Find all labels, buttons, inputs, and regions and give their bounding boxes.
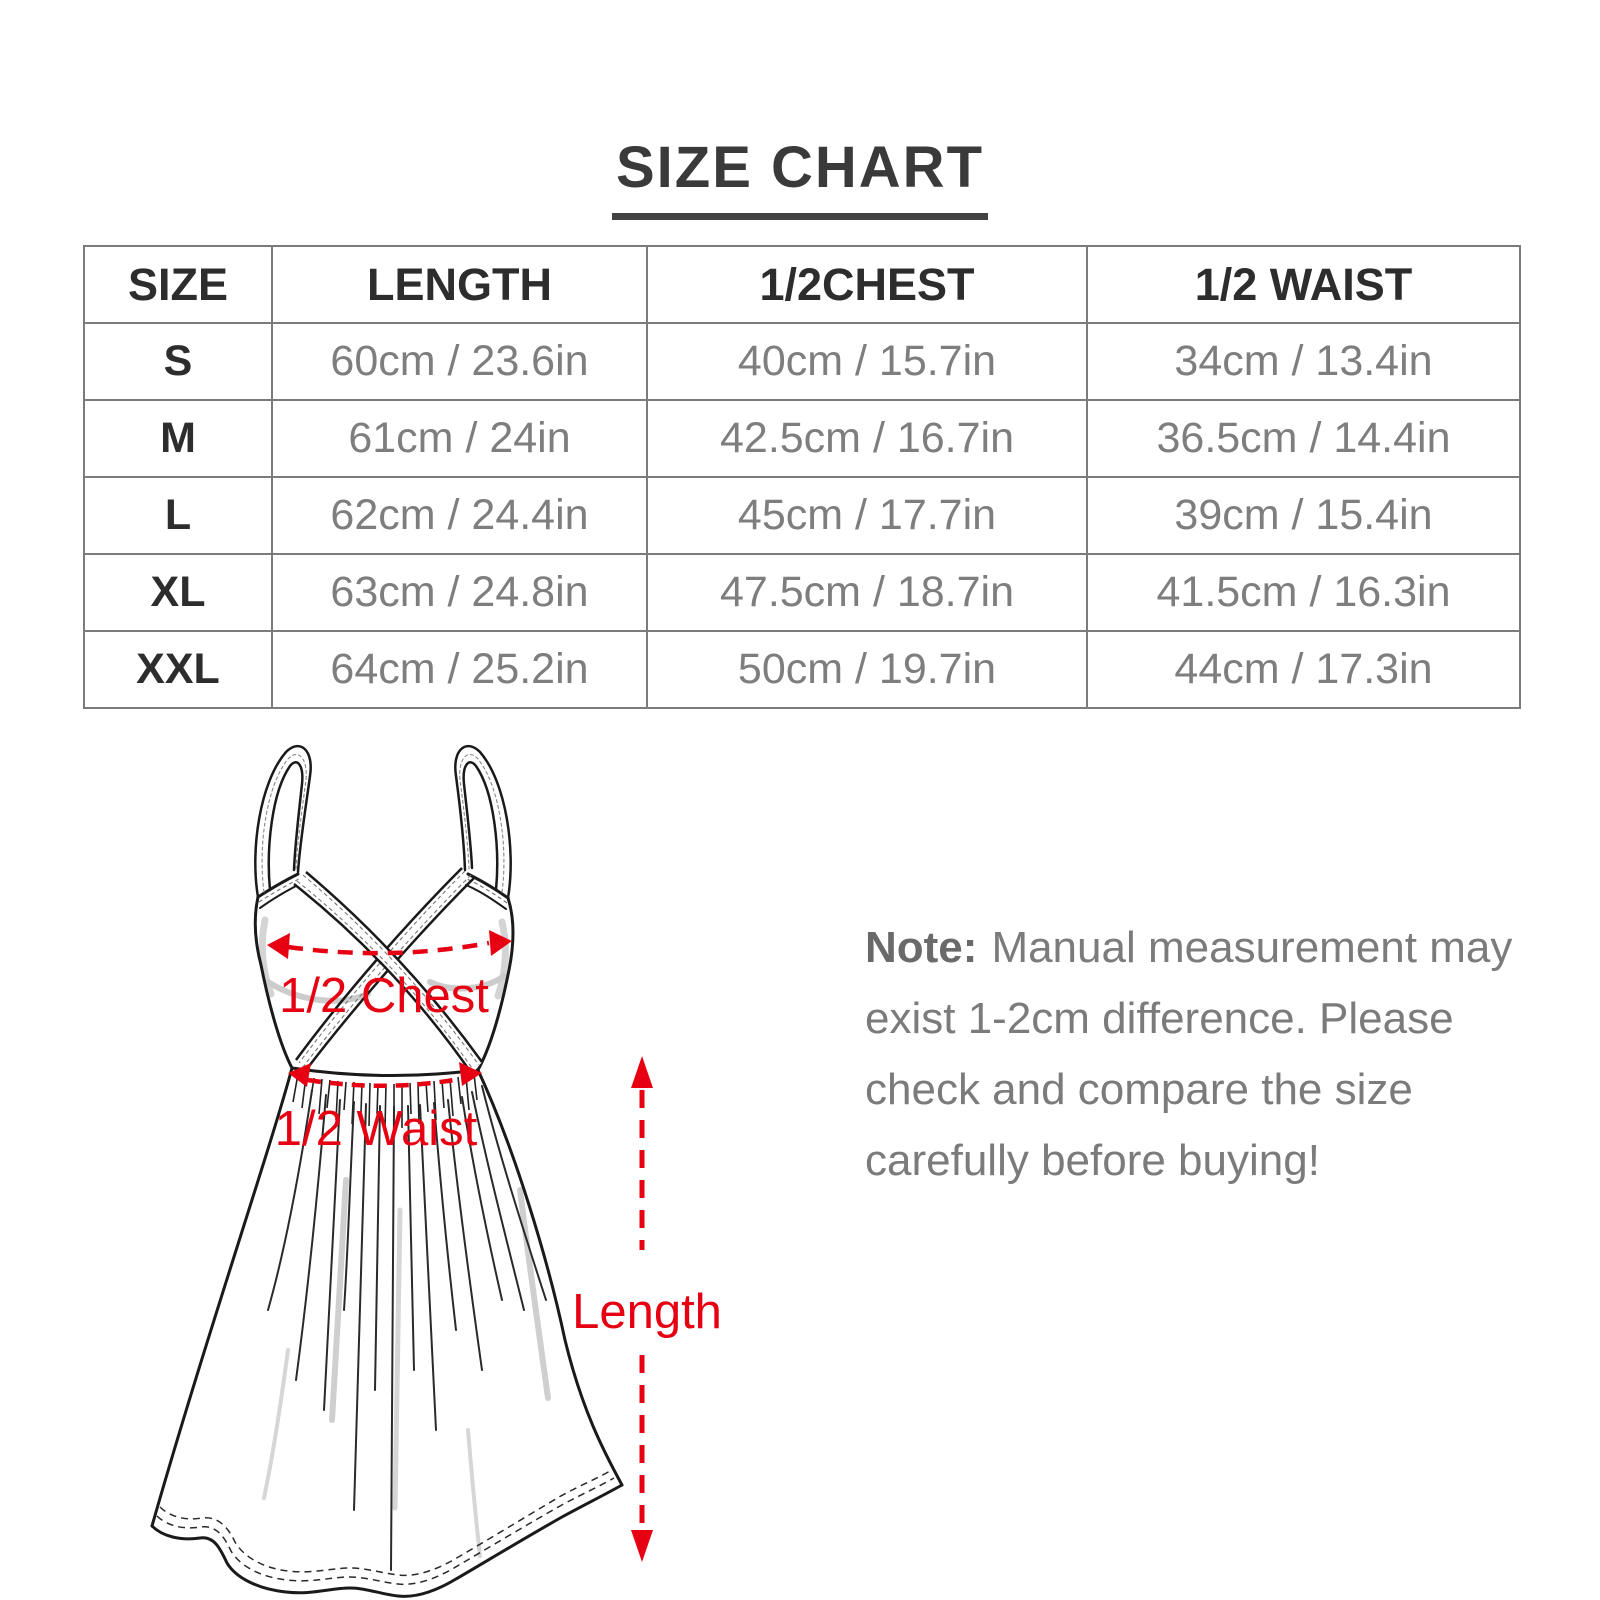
row-size-label: XXL [83,630,273,709]
waist-cell: 44cm / 17.3in [1086,630,1521,709]
chest-cell: 42.5cm / 16.7in [646,399,1088,478]
shading-strokes [258,916,551,1558]
length-measure-arrow [631,1056,653,1562]
fold-lines [267,1085,547,1571]
length-arrowhead-top [631,1056,653,1088]
title-container: SIZE CHART [0,134,1600,220]
right-side-seam [476,896,515,1072]
note-block: Note: Manual measurement may exist 1-2cm … [865,912,1525,1196]
waist-seam [291,1066,479,1078]
waist-cell: 34cm / 13.4in [1086,322,1521,401]
chest-cell: 45cm / 17.7in [646,476,1088,555]
note-line: exist 1-2cm difference. Please [865,994,1454,1043]
waist-label: 1/2 Waist [275,1102,478,1156]
chest-cell: 40cm / 15.7in [646,322,1088,401]
hem-stitching [156,1470,615,1586]
note-line: check and compare the size [865,1065,1413,1114]
table-row: L 62cm / 24.4in 45cm / 17.7in 39cm / 15.… [83,476,1521,555]
waist-cell: 41.5cm / 16.3in [1086,553,1521,632]
header-size: SIZE [83,245,273,324]
table-row: M 61cm / 24in 42.5cm / 16.7in 36.5cm / 1… [83,399,1521,478]
note-text: Manual measurement may [991,923,1513,972]
note-label: Note: [865,923,978,972]
right-strap [454,744,512,900]
waist-arrowhead-left [288,1063,311,1087]
table-header-row: SIZE LENGTH 1/2CHEST 1/2 WAIST [83,245,1521,324]
left-side-seam [253,895,294,1070]
table-row: S 60cm / 23.6in 40cm / 15.7in 34cm / 13.… [83,322,1521,401]
chest-arrowhead-left [267,933,290,959]
length-arrowhead-bottom [631,1530,653,1562]
left-strap [254,744,312,899]
table-row: XXL 64cm / 25.2in 50cm / 19.7in 44cm / 1… [83,630,1521,709]
size-chart-table: SIZE LENGTH 1/2CHEST 1/2 WAIST S 60cm / … [83,245,1521,709]
header-length: LENGTH [271,245,648,324]
skirt-right-edge [476,1068,624,1487]
row-size-label: S [83,322,273,401]
length-cell: 60cm / 23.6in [271,322,648,401]
page-title: SIZE CHART [612,134,988,220]
length-cell: 61cm / 24in [271,399,648,478]
chest-measure-arrow [267,930,512,959]
chest-cell: 50cm / 19.7in [646,630,1088,709]
waist-measure-arrow [288,1062,482,1089]
header-chest: 1/2CHEST [646,245,1088,324]
row-size-label: L [83,476,273,555]
waist-cell: 36.5cm / 14.4in [1086,399,1521,478]
skirt-left-edge [150,1066,294,1528]
row-size-label: M [83,399,273,478]
length-cell: 62cm / 24.4in [271,476,648,555]
length-cell: 63cm / 24.8in [271,553,648,632]
chest-arrowhead-right [489,930,512,956]
waist-cell: 39cm / 15.4in [1086,476,1521,555]
chest-label: 1/2 Chest [279,969,489,1023]
length-cell: 64cm / 25.2in [271,630,648,709]
dress-measurement-diagram: 1/2 Chest 1/2 Waist Length [150,744,720,1598]
note-line: Note: Manual measurement may [865,912,1525,983]
skirt [150,1066,624,1598]
note-line: carefully before buying! [865,1136,1320,1185]
waist-arrowhead-right [459,1062,482,1086]
over-wrap-band [293,871,484,1075]
table-row: XL 63cm / 24.8in 47.5cm / 18.7in 41.5cm … [83,553,1521,632]
row-size-label: XL [83,553,273,632]
length-label: Length [572,1285,720,1339]
chest-cell: 47.5cm / 18.7in [646,553,1088,632]
skirt-hem [150,1483,624,1598]
header-waist: 1/2 WAIST [1086,245,1521,324]
